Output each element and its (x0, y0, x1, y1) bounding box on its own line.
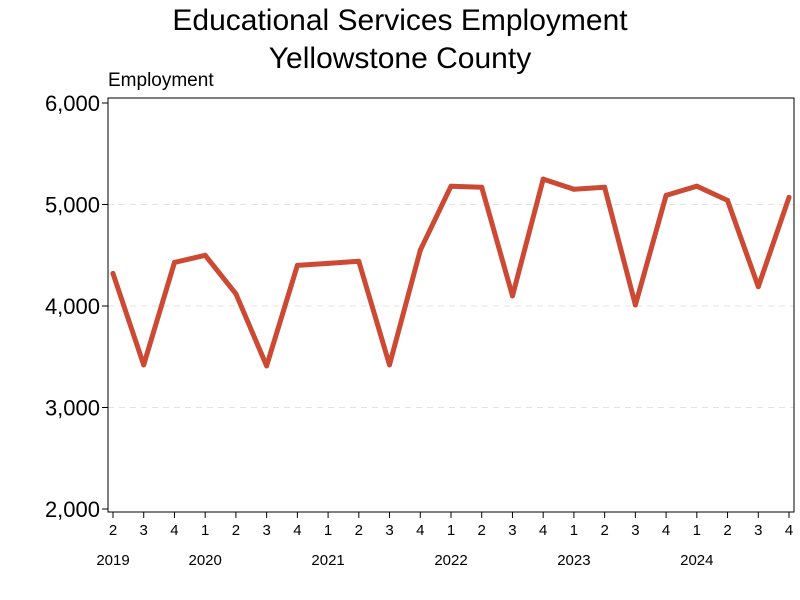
x-tick-label: 2 (723, 522, 731, 539)
data-point (540, 176, 546, 182)
data-point (602, 184, 608, 190)
x-tick-label: 1 (693, 522, 701, 539)
chart-title-line-2: Yellowstone County (269, 42, 531, 75)
year-label: 2023 (557, 552, 590, 569)
y-axis-label: Employment (108, 70, 214, 91)
y-tick-label: 3,000 (45, 396, 100, 421)
x-tick-label: 4 (416, 522, 424, 539)
data-point (356, 258, 362, 264)
x-axis-years: 2019 2020 2021 2022 2023 2024 (96, 552, 713, 569)
data-point (233, 291, 239, 297)
x-tick-label: 2 (109, 522, 117, 539)
data-point (786, 194, 792, 200)
data-point (725, 197, 731, 203)
data-point (694, 183, 700, 189)
data-point (141, 362, 147, 368)
gridlines (108, 204, 794, 408)
x-axis-ticks: 2 3 4 1 2 3 4 1 2 3 4 1 2 3 4 1 2 3 4 1 2 3 4 (109, 512, 793, 539)
x-tick-label: 4 (662, 522, 670, 539)
y-tick-label: 6,000 (45, 91, 100, 116)
x-tick-label: 4 (785, 522, 793, 539)
x-tick-label: 3 (754, 522, 762, 539)
year-label: 2024 (680, 552, 713, 569)
year-label: 2019 (96, 552, 129, 569)
data-point (479, 184, 485, 190)
data-point (509, 293, 515, 299)
data-point (110, 271, 116, 277)
plot-frame (107, 97, 795, 513)
x-tick-label: 2 (232, 522, 240, 539)
x-tick-label: 4 (293, 522, 301, 539)
y-axis-ticks: 2,000 3,000 4,000 5,000 6,000 (45, 91, 108, 522)
x-tick-label: 2 (478, 522, 486, 539)
x-tick-label: 2 (355, 522, 363, 539)
chart-title-line-1: Educational Services Employment (172, 4, 628, 37)
data-point (417, 247, 423, 253)
data-point (325, 260, 331, 266)
year-label: 2021 (311, 552, 344, 569)
data-point (202, 252, 208, 258)
x-tick-label: 3 (508, 522, 516, 539)
year-label: 2020 (188, 552, 221, 569)
x-tick-label: 4 (539, 522, 547, 539)
x-tick-label: 3 (631, 522, 639, 539)
series-line (110, 176, 792, 369)
data-point (294, 262, 300, 268)
x-tick-label: 1 (570, 522, 578, 539)
data-point (264, 363, 270, 369)
data-point (171, 259, 177, 265)
data-point (632, 302, 638, 308)
data-point (387, 362, 393, 368)
y-tick-label: 2,000 (45, 497, 100, 522)
data-point (663, 192, 669, 198)
data-point (755, 284, 761, 290)
x-tick-label: 1 (447, 522, 455, 539)
series-points (110, 176, 792, 369)
data-point (448, 183, 454, 189)
data-point (571, 186, 577, 192)
x-tick-label: 4 (170, 522, 178, 539)
y-tick-label: 5,000 (45, 193, 100, 218)
x-tick-label: 3 (262, 522, 270, 539)
x-tick-label: 3 (140, 522, 148, 539)
x-tick-label: 1 (201, 522, 209, 539)
x-tick-label: 2 (600, 522, 608, 539)
x-tick-label: 1 (324, 522, 332, 539)
x-tick-label: 3 (385, 522, 393, 539)
y-tick-label: 4,000 (45, 294, 100, 319)
year-label: 2022 (434, 552, 467, 569)
